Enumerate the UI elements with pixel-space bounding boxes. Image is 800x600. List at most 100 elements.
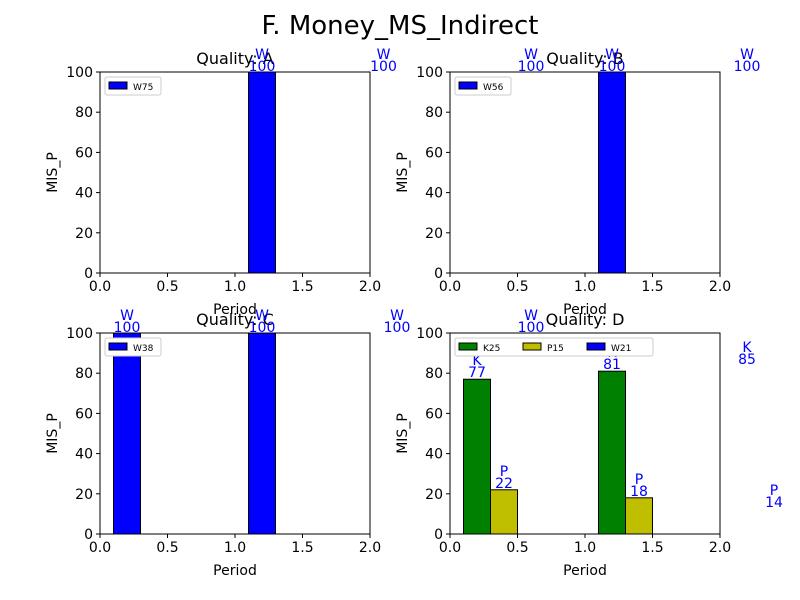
y-tick-label: 0 bbox=[84, 527, 93, 543]
axes-frame bbox=[449, 71, 721, 274]
x-tick-label: 0.0 bbox=[439, 540, 461, 556]
y-axis-label: MIS_P bbox=[45, 413, 61, 454]
legend-label: P15 bbox=[547, 344, 564, 354]
x-tick-label: 0.5 bbox=[156, 540, 178, 556]
y-tick-label: 60 bbox=[425, 145, 443, 161]
y-axis-label: MIS_P bbox=[395, 413, 411, 454]
legend-label: W21 bbox=[611, 344, 631, 354]
y-tick-label: 40 bbox=[425, 447, 443, 463]
bar-letter-label: K bbox=[472, 353, 482, 369]
bar bbox=[248, 71, 276, 274]
x-tick-label: 1.5 bbox=[641, 279, 663, 295]
x-axis-label: Period bbox=[213, 302, 257, 318]
overflow-letter-label: W bbox=[740, 47, 754, 63]
x-tick-label: 0.0 bbox=[439, 279, 461, 295]
x-tick-label: 2.0 bbox=[359, 279, 381, 295]
x-tick-label: 1.0 bbox=[574, 540, 596, 556]
y-tick-label: 80 bbox=[425, 366, 443, 382]
overflow-value-label: 100 bbox=[249, 59, 276, 75]
y-axis-label: MIS_P bbox=[45, 152, 61, 193]
y-axis-label: MIS_P bbox=[395, 152, 411, 193]
x-tick-label: 1.5 bbox=[291, 279, 313, 295]
y-tick-label: 0 bbox=[434, 266, 443, 282]
overflow-value-label: 100 bbox=[370, 59, 397, 75]
figure-title: F. Money_MS_Indirect bbox=[262, 11, 539, 41]
overflow-value-label: 100 bbox=[249, 320, 276, 336]
axes-frame bbox=[99, 71, 371, 274]
legend-swatch bbox=[586, 342, 606, 351]
x-axis-label: Period bbox=[563, 302, 607, 318]
subplot: 0.0 0.5 1.0 1.5 2.0 0 20 40 60 80 100 Period MIS_P Qu… bbox=[395, 47, 760, 318]
x-tick-label: 0.5 bbox=[506, 279, 528, 295]
legend-swatch bbox=[522, 342, 542, 351]
subplot: 0.0 0.5 1.0 1.5 2.0 0 20 40 60 80 100 Period MIS_P Qu… bbox=[45, 308, 410, 579]
overflow-value-label: 100 bbox=[384, 320, 411, 336]
y-tick-label: 100 bbox=[416, 65, 443, 81]
y-tick-label: 60 bbox=[425, 406, 443, 422]
x-tick-label: 1.0 bbox=[224, 540, 246, 556]
y-tick-label: 100 bbox=[66, 326, 93, 342]
legend-label: W56 bbox=[483, 83, 504, 93]
overflow-letter-label: W bbox=[390, 308, 404, 324]
bar bbox=[113, 332, 141, 535]
y-tick-label: 60 bbox=[75, 406, 93, 422]
y-tick-label: 40 bbox=[425, 186, 443, 202]
x-tick-label: 1.5 bbox=[291, 540, 313, 556]
overflow-value-label: 100 bbox=[518, 59, 545, 75]
legend-swatch bbox=[458, 342, 478, 351]
y-tick-label: 80 bbox=[425, 105, 443, 121]
overflow-value-label: 100 bbox=[114, 320, 141, 336]
subplot-title: Quality: B bbox=[546, 49, 623, 68]
y-tick-label: 80 bbox=[75, 105, 93, 121]
x-tick-label: 0.0 bbox=[89, 540, 111, 556]
legend-swatch bbox=[108, 81, 128, 90]
x-tick-label: 1.0 bbox=[224, 279, 246, 295]
x-tick-label: 2.0 bbox=[709, 540, 731, 556]
bar bbox=[490, 489, 518, 535]
bar bbox=[598, 370, 626, 535]
x-tick-label: 2.0 bbox=[359, 540, 381, 556]
overflow-value-label: 100 bbox=[518, 320, 545, 336]
overflow-value-label: 14 bbox=[765, 495, 783, 511]
bar bbox=[625, 497, 653, 535]
x-tick-label: 0.5 bbox=[156, 279, 178, 295]
y-tick-label: 40 bbox=[75, 186, 93, 202]
y-tick-label: 20 bbox=[425, 487, 443, 503]
bar bbox=[598, 71, 626, 274]
y-tick-label: 60 bbox=[75, 145, 93, 161]
x-axis-label: Period bbox=[563, 563, 607, 579]
legend-label: W38 bbox=[133, 344, 154, 354]
overflow-letter-label: W bbox=[524, 308, 538, 324]
x-tick-label: 1.5 bbox=[641, 540, 663, 556]
bar-letter-label: P bbox=[635, 472, 643, 488]
bar-value-label: 18 bbox=[630, 484, 648, 500]
overflow-letter-label: K bbox=[742, 340, 752, 356]
overflow-letter-label: W bbox=[120, 308, 134, 324]
x-tick-label: 0.5 bbox=[506, 540, 528, 556]
overflow-value-label: 100 bbox=[599, 59, 626, 75]
subplot-title: Quality: D bbox=[546, 310, 625, 329]
overflow-value-label: 85 bbox=[738, 352, 756, 368]
y-tick-label: 0 bbox=[434, 527, 443, 543]
overflow-letter-label: W bbox=[524, 47, 538, 63]
legend-swatch bbox=[108, 342, 128, 351]
bar bbox=[248, 332, 276, 535]
y-tick-label: 100 bbox=[416, 326, 443, 342]
x-axis-label: Period bbox=[213, 563, 257, 579]
y-tick-label: 80 bbox=[75, 366, 93, 382]
x-tick-label: 2.0 bbox=[709, 279, 731, 295]
y-tick-label: 20 bbox=[75, 226, 93, 242]
overflow-letter-label: P bbox=[770, 483, 778, 499]
y-tick-label: 100 bbox=[66, 65, 93, 81]
overflow-letter-label: W bbox=[255, 47, 269, 63]
y-tick-label: 20 bbox=[425, 226, 443, 242]
overflow-letter-label: W bbox=[255, 308, 269, 324]
legend-swatch bbox=[458, 81, 478, 90]
subplot: 0.0 0.5 1.0 1.5 2.0 0 20 40 60 80 100 Period MIS_P Qu… bbox=[395, 308, 783, 579]
overflow-value-label: 100 bbox=[734, 59, 761, 75]
legend-label: W75 bbox=[133, 83, 153, 93]
overflow-letter-label: W bbox=[377, 47, 391, 63]
x-tick-label: 1.0 bbox=[574, 279, 596, 295]
bar-value-label: 22 bbox=[495, 476, 513, 492]
